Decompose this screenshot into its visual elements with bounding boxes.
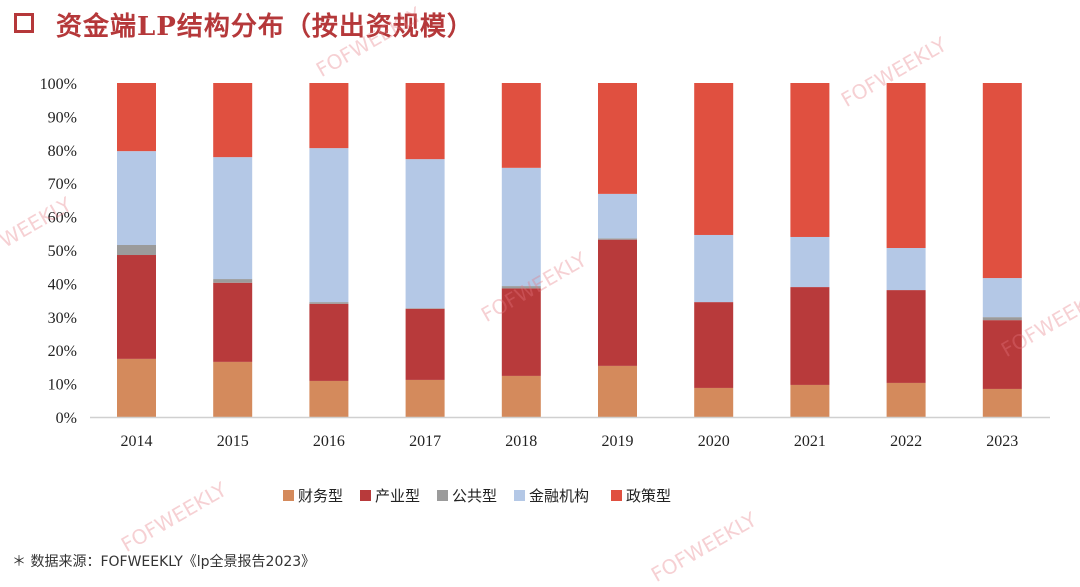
bar-segment-2022-3 <box>886 247 926 291</box>
legend-swatch <box>437 490 448 501</box>
y-tick-label: 60% <box>48 210 77 227</box>
bar-segment-2022-4 <box>886 83 926 248</box>
bar-segment-2018-4 <box>501 83 541 168</box>
x-tick-label: 2023 <box>986 433 1018 450</box>
y-tick-label: 70% <box>48 176 77 193</box>
x-tick-label: 2015 <box>217 433 249 450</box>
bar-segment-2015-1 <box>213 282 253 362</box>
legend-label: 产业型 <box>375 487 420 505</box>
bar-segment-2020-4 <box>694 83 734 235</box>
bar-segment-2021-4 <box>790 83 830 237</box>
x-tick-label: 2018 <box>505 433 537 450</box>
x-tick-label: 2020 <box>698 433 730 450</box>
bar-segment-2016-4 <box>309 83 349 149</box>
source-note: ＊ 数据来源：FOFWEEKLY《lp全景报告2023》 <box>12 554 316 570</box>
bar-segment-2019-3 <box>598 193 637 239</box>
bars <box>117 83 1022 417</box>
bar-segment-2015-3 <box>213 157 253 280</box>
bar-segment-2018-0 <box>501 375 541 417</box>
stacked-bar-chart: 0%10%20%30%40%50%60%70%80%90%100% 2014 20… <box>40 76 1050 505</box>
legend-label: 公共型 <box>452 487 497 505</box>
bar-segment-2023-3 <box>982 278 1022 318</box>
bar-segment-2022-1 <box>886 290 926 383</box>
x-tick-label: 2021 <box>794 433 826 450</box>
bar-segment-2021-3 <box>790 236 830 288</box>
bar-segment-2023-4 <box>982 83 1022 279</box>
bar-segment-2017-0 <box>405 379 445 417</box>
bar-segment-2015-2 <box>213 279 253 283</box>
legend-label: 财务型 <box>298 487 343 505</box>
x-tick-label: 2022 <box>890 433 922 450</box>
legend: 财务型 产业型 公共型 金融机构 政策型 <box>283 487 671 505</box>
x-tick-label: 2017 <box>409 433 441 450</box>
bar-segment-2019-1 <box>598 239 637 366</box>
bar-segment-2023-0 <box>982 388 1022 417</box>
page-title: 资金端LP结构分布（按出资规模） <box>14 6 474 43</box>
bar-segment-2023-1 <box>982 320 1022 389</box>
y-tick-label: 10% <box>48 377 77 394</box>
bar-segment-2020-0 <box>694 387 734 417</box>
legend-swatch <box>360 490 371 501</box>
bar-segment-2020-1 <box>694 302 734 388</box>
square-outline-icon <box>14 13 34 33</box>
x-tick-label: 2019 <box>602 433 634 450</box>
bar-segment-2017-4 <box>405 83 445 160</box>
bar-segment-2016-0 <box>309 380 349 417</box>
bar-segment-2019-4 <box>598 83 637 194</box>
bar-segment-2022-0 <box>886 382 926 417</box>
bar-segment-2014-3 <box>117 151 156 245</box>
legend-swatch <box>283 490 294 501</box>
bar-segment-2021-0 <box>790 384 830 417</box>
bar-segment-2017-1 <box>405 308 445 380</box>
legend-label: 金融机构 <box>529 487 589 505</box>
bar-segment-2015-0 <box>213 361 253 417</box>
bar-segment-2020-3 <box>694 234 734 303</box>
title-text: 资金端LP结构分布（按出资规模） <box>56 12 474 42</box>
y-tick-label: 30% <box>48 310 77 327</box>
legend-label: 政策型 <box>626 487 671 505</box>
bar-segment-2021-1 <box>790 287 830 385</box>
bar-segment-2019-2 <box>598 238 637 240</box>
y-tick-label: 0% <box>56 410 77 427</box>
legend-swatch <box>514 490 525 501</box>
bar-segment-2014-0 <box>117 358 156 417</box>
bar-segment-2014-2 <box>117 244 156 256</box>
bar-segment-2023-2 <box>982 317 1022 321</box>
bar-segment-2016-3 <box>309 148 349 303</box>
bar-segment-2019-0 <box>598 365 637 417</box>
bar-segment-2016-1 <box>309 303 349 381</box>
bar-segment-2017-2 <box>405 308 445 309</box>
x-tick-label: 2014 <box>121 433 153 450</box>
bar-segment-2018-2 <box>501 286 541 289</box>
legend-swatch <box>611 490 622 501</box>
y-tick-label: 50% <box>48 243 77 260</box>
y-tick-label: 90% <box>48 109 77 126</box>
y-axis-ticks: 0% 10% 20% 30% 40% 50% 60% 70% 80% 90% 100% <box>40 76 77 427</box>
bar-segment-2014-4 <box>117 83 156 152</box>
y-tick-label: 40% <box>48 276 77 293</box>
bar-segment-2014-1 <box>117 255 156 359</box>
y-tick-label: 20% <box>48 343 77 360</box>
bar-segment-2017-3 <box>405 159 445 309</box>
y-tick-label: 100% <box>40 76 77 93</box>
bar-segment-2016-2 <box>309 302 349 304</box>
x-tick-label: 2016 <box>313 433 345 450</box>
bar-segment-2018-3 <box>501 167 541 287</box>
y-tick-label: 80% <box>48 143 77 160</box>
x-axis-ticks: 2014 2015 2016 2017 2018 2019 2020 2021 2022 2023 <box>121 433 1019 450</box>
bar-segment-2018-1 <box>501 288 541 376</box>
bar-segment-2015-4 <box>213 83 253 158</box>
